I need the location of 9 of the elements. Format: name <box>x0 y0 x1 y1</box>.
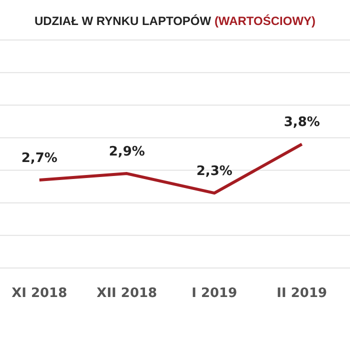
x-tick-label: XI 2018 <box>12 286 68 302</box>
x-tick-label: II 2019 <box>276 286 328 302</box>
data-label: 2,7% <box>21 151 58 166</box>
chart-title: UDZIAŁ W RYNKU LAPTOPÓW (WARTOŚCIOWY) <box>34 14 316 28</box>
x-tick-label: I 2019 <box>192 286 238 302</box>
data-label: 2,9% <box>108 144 145 160</box>
x-tick-label: XII 2018 <box>96 286 158 302</box>
data-label: 3,8% <box>284 115 320 130</box>
data-label: 2,3% <box>196 164 232 180</box>
